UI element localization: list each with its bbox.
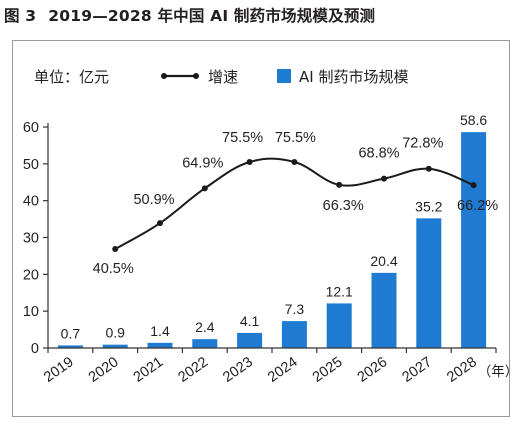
growth-value-label: 64.9%: [182, 155, 223, 171]
bar-value-label: 0.7: [61, 325, 81, 341]
growth-value-label: 68.8%: [358, 146, 399, 162]
x-unit-label: （年）: [478, 364, 519, 380]
growth-point-2028: [470, 182, 477, 189]
growth-point-2024: [291, 159, 298, 165]
y-tick-label: 60: [23, 120, 39, 136]
x-tick-label: 2021: [131, 354, 167, 386]
bar-value-label: 12.1: [326, 283, 353, 299]
legend-label-market-size: AI 制药市场规模: [299, 67, 409, 86]
figure-title-text: 2019—2028 年中国 AI 制药市场规模及预测: [48, 7, 376, 25]
growth-point-2027: [425, 165, 432, 172]
y-tick-label: 20: [23, 267, 39, 283]
legend-label-growth: 增速: [208, 67, 239, 86]
x-tick-label: 2019: [41, 354, 77, 386]
legend-swatch-bar-icon: [277, 69, 291, 83]
x-tick-label: 2022: [175, 354, 211, 386]
bar-2020: [102, 344, 128, 348]
growth-value-label: 40.5%: [93, 261, 134, 277]
bar-2021: [147, 342, 173, 348]
bar-value-label: 35.2: [415, 198, 442, 214]
bar-value-label: 4.1: [240, 313, 260, 329]
unit-label: 单位：亿元: [34, 68, 110, 86]
growth-value-label: 75.5%: [222, 130, 263, 146]
chart-frame: [12, 40, 510, 417]
bar-2024: [281, 321, 307, 348]
growth-value-label: 72.8%: [402, 136, 443, 152]
bar-2026: [371, 272, 397, 348]
x-tick-label: 2028: [444, 354, 480, 386]
bar-2028: [461, 132, 487, 348]
growth-value-label: 75.5%: [275, 130, 316, 146]
figure-number: 图 3: [4, 7, 37, 25]
growth-point-2026: [381, 175, 387, 182]
growth-point-2022: [201, 185, 208, 192]
bar-value-label: 20.4: [370, 253, 397, 269]
y-tick-label: 10: [23, 304, 39, 320]
chart-title: 图 3 2019—2028 年中国 AI 制药市场规模及预测: [4, 4, 375, 26]
x-tick-label: 2023: [220, 354, 256, 386]
bar-value-label: 0.9: [105, 325, 125, 341]
legend-item-market-size: AI 制药市场规模: [277, 66, 408, 86]
x-tick-label: 2026: [355, 354, 391, 386]
growth-value-label: 50.9%: [133, 192, 174, 208]
bar-2025: [326, 303, 352, 348]
bar-2019: [57, 345, 83, 348]
x-tick-label: 2024: [265, 354, 301, 386]
x-tick-label: 2020: [86, 354, 122, 386]
growth-point-2021: [157, 220, 163, 227]
growth-point-2025: [336, 181, 343, 188]
bar-2022: [192, 339, 218, 348]
bar-2023: [237, 332, 263, 348]
bar-value-label: 2.4: [195, 319, 215, 335]
bar-2027: [416, 218, 442, 348]
growth-value-label: 66.3%: [323, 198, 364, 214]
growth-value-label: 66.2%: [457, 198, 498, 214]
growth-point-2023: [246, 159, 253, 165]
legend-line-marker-icon: [161, 73, 199, 79]
x-tick-label: 2027: [399, 354, 435, 386]
y-tick-label: 30: [23, 231, 39, 247]
y-tick-label: 50: [23, 157, 39, 173]
bar-value-label: 58.6: [460, 112, 487, 128]
bar-value-label: 7.3: [285, 301, 305, 317]
y-tick-label: 0: [31, 341, 39, 357]
y-tick-label: 40: [23, 194, 39, 210]
bar-value-label: 1.4: [150, 323, 170, 339]
legend-item-growth: 增速: [160, 66, 238, 86]
growth-point-2020: [112, 246, 119, 252]
x-tick-label: 2025: [310, 354, 346, 386]
